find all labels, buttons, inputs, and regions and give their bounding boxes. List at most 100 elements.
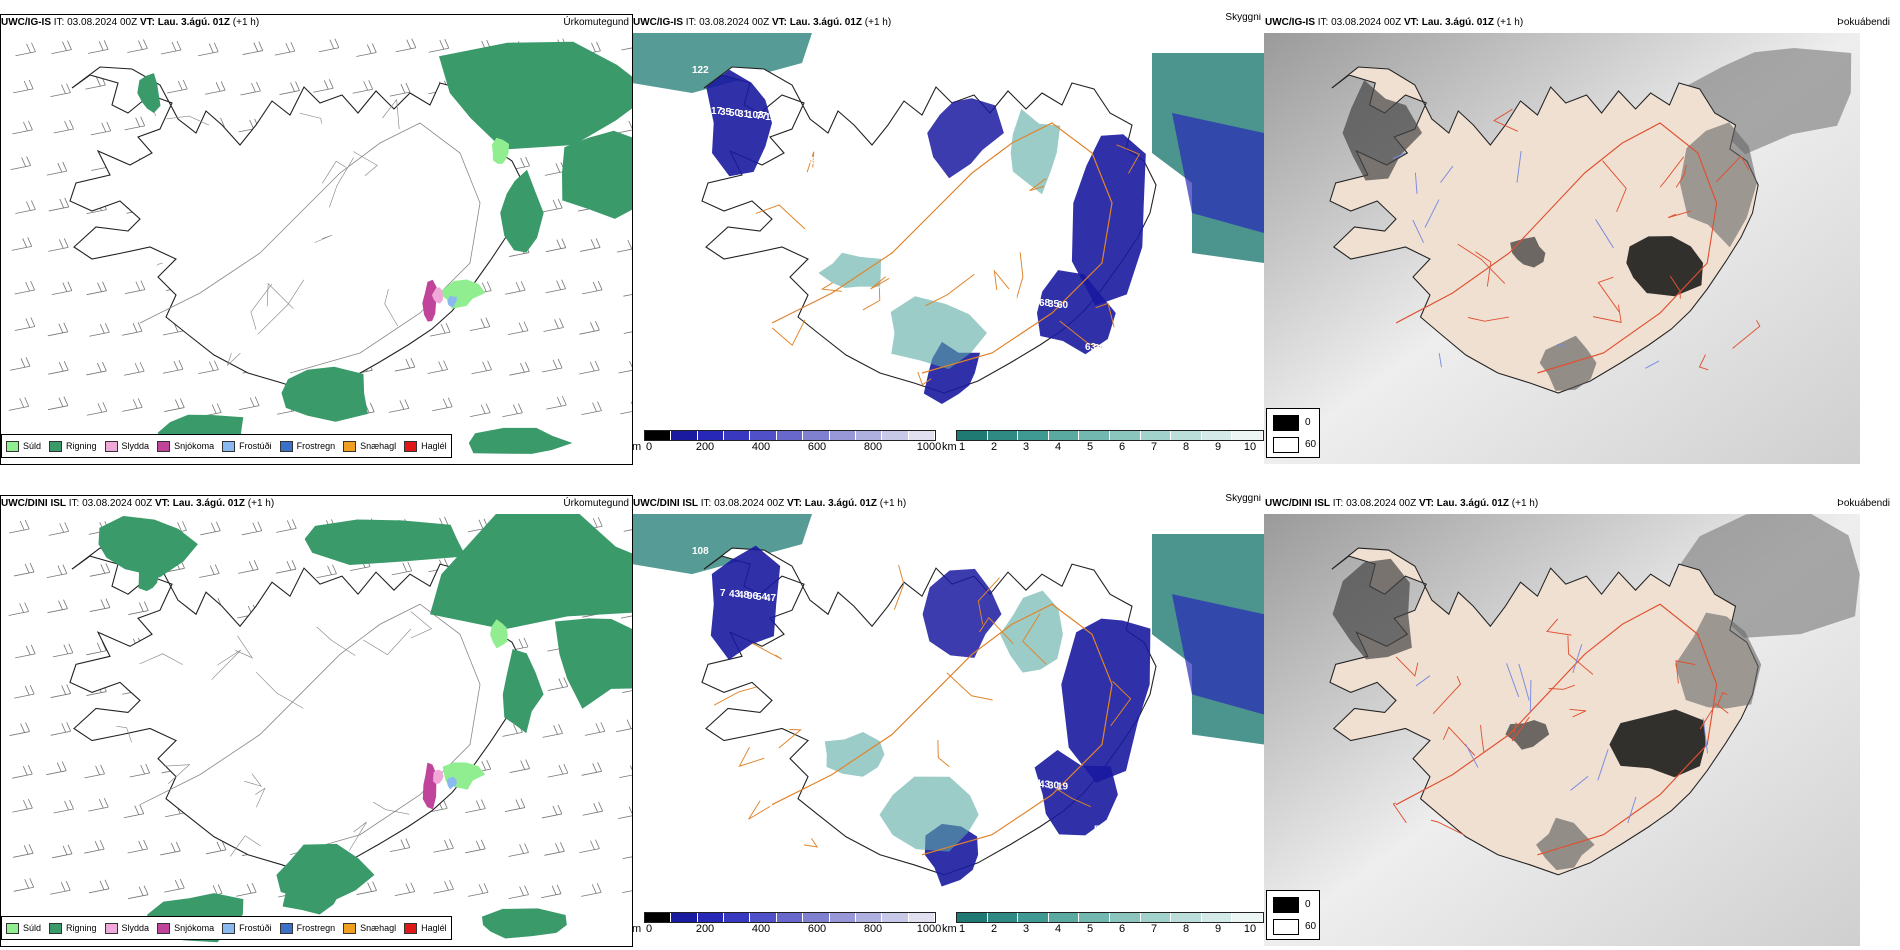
fog-panel-row1: UWC/IG-IS IT: 03.08.2024 00Z VT: Lau. 3.…: [1264, 13, 1900, 464]
colorbar-strip: [644, 430, 936, 441]
cloud-base-label: 37: [902, 686, 914, 697]
cloud-base-label: 54: [756, 592, 768, 603]
cloud-header-row1: UWC/IG-IS IT: 03.08.2024 00Z VT: Lau. 3.…: [632, 13, 1264, 33]
cloud-base-label: 124: [765, 112, 782, 123]
legend-swatch: [104, 922, 118, 934]
colorbar-segment: [1048, 431, 1080, 440]
colorbar-tick: 800: [863, 441, 883, 453]
legend-item: Frostregn: [279, 440, 336, 452]
legend-label: Snæhagl: [360, 923, 397, 933]
colorbar-tick: 1000: [916, 923, 942, 935]
cloud-base-label: 37: [811, 156, 823, 167]
colorbar-tick: 1000: [916, 441, 942, 453]
colorbar-tick: 200: [695, 441, 715, 453]
colorbar-segment: [908, 431, 935, 440]
valid-time: Lau. 3.ágú. 01Z: [804, 498, 877, 509]
cloud-panel-row1: UWC/IG-IS IT: 03.08.2024 00Z VT: Lau. 3.…: [632, 13, 1264, 464]
cloud-base-label: 30: [1048, 781, 1060, 792]
cloud-base-label: 17: [711, 106, 723, 117]
cloud-base-label: 33: [838, 640, 850, 651]
colorbar-segment: [750, 431, 777, 440]
legend-label: Snjókoma: [174, 923, 215, 933]
cloud-base-label: 86: [939, 730, 951, 741]
vt-label: VT:: [1418, 498, 1434, 509]
cloud-base-label: 101: [966, 733, 983, 744]
cloud-base-label: 7: [866, 201, 872, 212]
cloud-base-label: 142: [1121, 828, 1138, 839]
colorbar-segment: [987, 913, 1019, 922]
colorbar-segment: [803, 913, 830, 922]
valid-time: Lau. 3.ágú. 01Z: [1436, 498, 1509, 509]
colorbar-tick: 6: [1118, 923, 1126, 935]
colorbar-segment: [987, 431, 1019, 440]
colorbar-segment: [776, 913, 804, 922]
legend-swatch: [49, 440, 63, 452]
colorbar-tick: 2: [990, 923, 998, 935]
cloud-base-label: 32: [1121, 346, 1133, 357]
colorbar-tick: 4: [1054, 441, 1062, 453]
colorbar-segment: [645, 431, 672, 440]
cloud-base-label: 6: [857, 200, 863, 211]
colorbar-segment: [829, 913, 856, 922]
cloud-base-label: 37: [1030, 297, 1042, 308]
legend-item: Frostregn: [279, 922, 335, 934]
colorbar-segment: [645, 913, 672, 922]
cloud-base-label: 45: [984, 735, 996, 746]
fog-map: [1264, 33, 1860, 464]
colorbar-tick: 200: [695, 923, 715, 935]
visibility-colorbar: km 1 2 3 4 5 6 7 8 9 10: [942, 912, 1264, 940]
panel-title: Skyggni: [1225, 13, 1261, 23]
cloud-base-label: 26: [820, 638, 832, 649]
legend-item: Snæhagl: [343, 440, 396, 452]
legend-item: Snjókoma: [157, 922, 215, 934]
cloud-base-label: 62: [829, 639, 841, 650]
cloud-base-label: 35: [911, 687, 923, 698]
model-name: UWC/DINI ISL: [1, 498, 66, 509]
cloud-base-label: 32: [1112, 827, 1124, 838]
legend-swatch: [343, 922, 357, 934]
cloud-base-label: 68: [1039, 298, 1051, 309]
valid-time: Lau. 3.ágú. 01Z: [172, 498, 245, 509]
init-time: 03.08.2024 00Z: [1331, 17, 1402, 28]
colorbar-tick: 10: [1243, 441, 1257, 453]
fog-panel-row2: UWC/DINI ISL IT: 03.08.2024 00Z VT: Lau.…: [1264, 494, 1900, 946]
fog-legend: 0 60: [1266, 890, 1320, 940]
colorbar-tick: 7: [1150, 923, 1158, 935]
legend-label: Súld: [23, 441, 42, 451]
cloud-base-label: 50: [829, 158, 841, 169]
lead-time: (+1 h): [879, 498, 907, 509]
cloud-base-label: 77: [756, 111, 768, 122]
model-name: UWC/DINI ISL: [1265, 498, 1330, 509]
it-label: IT:: [53, 17, 65, 28]
colorbar-segment: [776, 431, 804, 440]
colorbar-segment: [957, 431, 988, 440]
legend-item: Frostúði: [222, 922, 272, 934]
legend-swatch: [222, 922, 236, 934]
init-time: 03.08.2024 00Z: [67, 17, 138, 28]
legend-label: Frostregn: [296, 441, 336, 451]
colorbar-segment: [957, 913, 988, 922]
colorbar-segment: [855, 913, 883, 922]
cloud-base-label: 96: [747, 591, 759, 602]
colorbar-segment: [1079, 913, 1110, 922]
colorbar-tick: 8: [1182, 923, 1190, 935]
map-canvas: [1264, 33, 1860, 464]
legend-item: Frostúði: [222, 440, 272, 452]
fog-legend-swatch: [1273, 437, 1299, 453]
cloud-header-row2: UWC/DINI ISL IT: 03.08.2024 00Z VT: Lau.…: [632, 494, 1264, 514]
colorbar-tick: 3: [1022, 923, 1030, 935]
legend-swatch: [279, 922, 293, 934]
colorbar-tick: 0: [645, 441, 653, 453]
precip-header-row2: UWC/DINI ISL IT: 03.08.2024 00Z VT: Lau.…: [0, 494, 632, 514]
fog-legend: 0 60: [1266, 408, 1320, 458]
cloud-base-label: 5: [1012, 777, 1018, 788]
lead-time: (+1 h): [247, 498, 275, 509]
colorbar-tick: 1: [958, 923, 966, 935]
cloud-base-label: 29: [1158, 389, 1170, 400]
colorbar-segment: [1018, 913, 1049, 922]
legend-swatch: [6, 922, 19, 934]
cloud-base-label: 31: [738, 109, 750, 120]
colorbar-segment: [829, 431, 856, 440]
cloud-base-label: 64: [1030, 779, 1042, 790]
panel-title: Úrkomutegund: [563, 17, 629, 28]
